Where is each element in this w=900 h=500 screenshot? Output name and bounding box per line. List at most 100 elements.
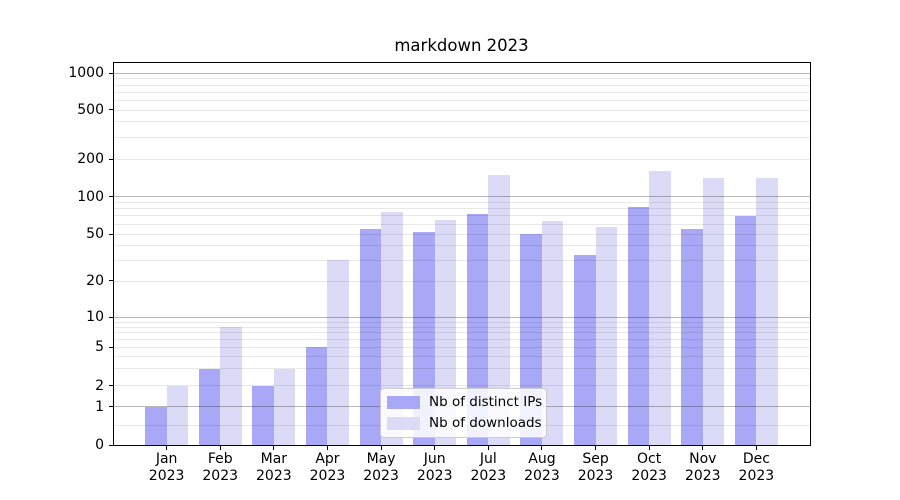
gridline-minor-6 bbox=[113, 338, 810, 340]
y-tick-mark-200 bbox=[109, 158, 113, 160]
y-tick-label-10: 10 bbox=[86, 309, 104, 326]
gridline-minor-900 bbox=[113, 78, 810, 80]
y-tick-mark-0 bbox=[109, 444, 113, 446]
bar-ips-nov bbox=[681, 228, 703, 445]
x-tick-mark-aug bbox=[541, 446, 543, 450]
y-tick-label-50: 50 bbox=[86, 226, 104, 242]
gridline-minor-7 bbox=[113, 332, 810, 334]
x-tick-mark-feb bbox=[219, 446, 221, 450]
x-tick-label-jul: Jul 2023 bbox=[470, 451, 507, 484]
x-tick-mark-jan bbox=[166, 446, 168, 450]
gridline-minor-50 bbox=[113, 233, 810, 235]
bar-ips-dec bbox=[734, 215, 757, 445]
y-tick-mark-10 bbox=[109, 316, 113, 318]
y-tick-label-200: 200 bbox=[77, 151, 104, 167]
gridline-major-10 bbox=[113, 317, 810, 318]
bar-downloads-aug bbox=[541, 220, 564, 445]
bar-ips-apr bbox=[305, 347, 328, 445]
y-tick-mark-2 bbox=[109, 385, 113, 387]
gridline-minor-80 bbox=[113, 208, 810, 210]
gridline-minor-2 bbox=[113, 385, 810, 387]
y-tick-label-1: 1 bbox=[95, 398, 104, 415]
gridline-minor-500 bbox=[113, 109, 810, 111]
bar-downloads-feb bbox=[220, 327, 242, 445]
gridline-minor-5 bbox=[113, 346, 810, 348]
bar-downloads-apr bbox=[327, 260, 349, 445]
bar-downloads-oct bbox=[649, 171, 671, 445]
gridline-minor-40 bbox=[113, 244, 810, 246]
spine-right bbox=[810, 62, 811, 446]
x-tick-label-aug: Aug 2023 bbox=[524, 451, 560, 484]
bar-downloads-mar bbox=[273, 368, 296, 445]
bar-ips-mar bbox=[252, 385, 274, 445]
x-tick-label-dec: Dec 2023 bbox=[738, 451, 775, 484]
y-tick-mark-500 bbox=[109, 109, 113, 111]
y-tick-label-5: 5 bbox=[95, 339, 104, 356]
x-tick-label-mar: Mar 2023 bbox=[256, 451, 292, 484]
y-tick-label-20: 20 bbox=[86, 272, 104, 289]
bar-ips-sep bbox=[574, 255, 596, 445]
x-tick-mark-apr bbox=[326, 446, 328, 450]
spine-bottom bbox=[113, 445, 811, 446]
x-tick-label-may: May 2023 bbox=[363, 451, 399, 484]
bar-downloads-jan bbox=[166, 385, 189, 445]
legend-row-ips: Nb of distinct IPs bbox=[387, 395, 542, 410]
x-tick-mark-may bbox=[380, 446, 382, 450]
y-tick-mark-5 bbox=[109, 346, 113, 348]
legend-swatch-downloads bbox=[387, 417, 420, 430]
gridline-minor-600 bbox=[113, 99, 810, 101]
bar-ips-may bbox=[359, 228, 382, 445]
x-tick-label-apr: Apr 2023 bbox=[309, 451, 346, 484]
gridline-minor-60 bbox=[113, 223, 810, 225]
gridline-minor-300 bbox=[113, 136, 810, 138]
x-tick-label-jan: Jan 2023 bbox=[148, 451, 185, 484]
y-tick-label-100: 100 bbox=[77, 188, 104, 205]
legend-swatch-distinct-ips bbox=[387, 396, 420, 409]
gridline-major-1000 bbox=[113, 72, 810, 74]
x-tick-mark-dec bbox=[755, 446, 757, 450]
x-tick-label-feb: Feb 2023 bbox=[202, 451, 239, 484]
gridline-minor-8 bbox=[113, 326, 810, 328]
x-tick-mark-mar bbox=[273, 446, 275, 450]
bar-ips-jul bbox=[466, 214, 489, 445]
gridline-minor-30 bbox=[113, 259, 810, 261]
x-tick-mark-oct bbox=[648, 446, 650, 450]
bar-ips-oct bbox=[627, 207, 650, 445]
spine-top bbox=[113, 62, 811, 63]
gridline-minor-800 bbox=[113, 84, 810, 86]
gridline-minor-4 bbox=[113, 356, 810, 358]
gridline-minor-700 bbox=[113, 91, 810, 93]
spine-left bbox=[113, 62, 114, 446]
y-tick-label-1000: 1000 bbox=[68, 65, 104, 82]
bar-ips-jan bbox=[145, 406, 167, 445]
gridline-minor-3 bbox=[113, 368, 810, 370]
gridline-minor-90 bbox=[113, 201, 810, 203]
bar-downloads-dec bbox=[756, 177, 778, 445]
x-tick-label-oct: Oct 2023 bbox=[631, 451, 667, 484]
bar-downloads-nov bbox=[702, 178, 725, 445]
y-tick-mark-100 bbox=[109, 196, 113, 198]
legend: Nb of distinct IPs Nb of downloads bbox=[380, 388, 547, 438]
y-tick-mark-1 bbox=[109, 406, 113, 408]
x-tick-label-sep: Sep 2023 bbox=[577, 451, 614, 484]
bar-ips-feb bbox=[198, 368, 221, 445]
chart-title: markdown 2023 bbox=[394, 36, 529, 55]
y-tick-label-500: 500 bbox=[77, 101, 104, 118]
bar-downloads-may bbox=[381, 212, 403, 445]
bar-downloads-sep bbox=[595, 226, 618, 445]
gridline-major-100 bbox=[113, 196, 810, 198]
legend-label-downloads: Nb of downloads bbox=[429, 415, 542, 431]
y-tick-mark-1000 bbox=[109, 72, 113, 74]
y-tick-label-0: 0 bbox=[95, 437, 104, 453]
gridline-minor-400 bbox=[113, 121, 810, 123]
x-tick-mark-sep bbox=[595, 446, 597, 450]
gridline-minor-9 bbox=[113, 321, 810, 323]
gridline-minor-20 bbox=[113, 280, 810, 282]
x-tick-label-nov: Nov 2023 bbox=[684, 451, 721, 484]
plot-area bbox=[113, 62, 810, 445]
x-tick-mark-jul bbox=[487, 446, 489, 450]
y-tick-mark-50 bbox=[109, 233, 113, 235]
legend-row-downloads: Nb of downloads bbox=[387, 416, 542, 431]
x-tick-mark-nov bbox=[702, 446, 704, 450]
